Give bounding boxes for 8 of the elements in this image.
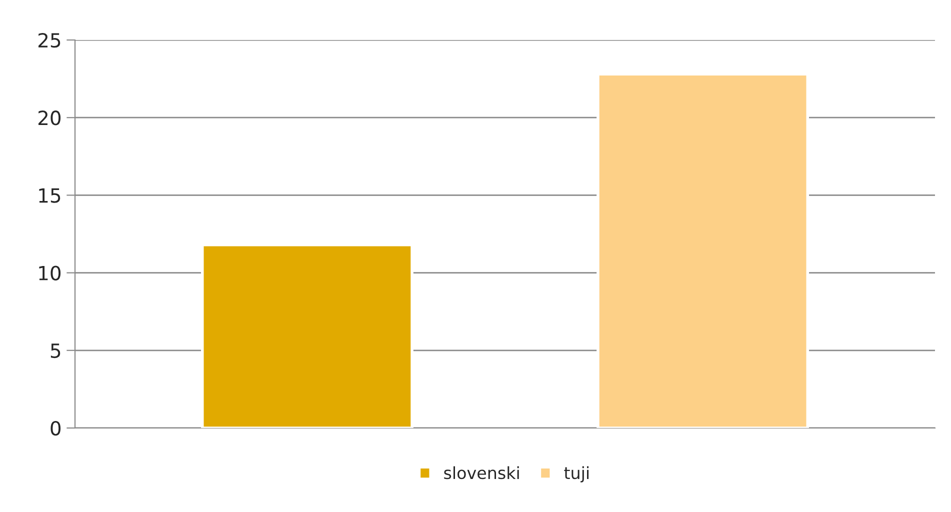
- legend-label: tuji: [564, 466, 589, 482]
- y-tick-label: 20: [38, 110, 61, 126]
- y-tick-label: 10: [39, 266, 61, 280]
- y-tick-label: 0: [50, 420, 61, 436]
- y-tick-label: 15: [39, 188, 60, 203]
- y-tick-label: 25: [38, 32, 60, 48]
- y-tick-label: 5: [50, 344, 60, 358]
- legend-label: slovenski: [444, 466, 519, 480]
